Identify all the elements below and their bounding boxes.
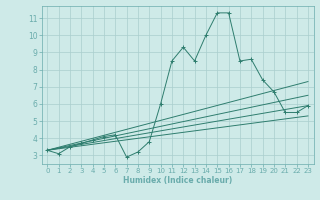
X-axis label: Humidex (Indice chaleur): Humidex (Indice chaleur) — [123, 176, 232, 185]
